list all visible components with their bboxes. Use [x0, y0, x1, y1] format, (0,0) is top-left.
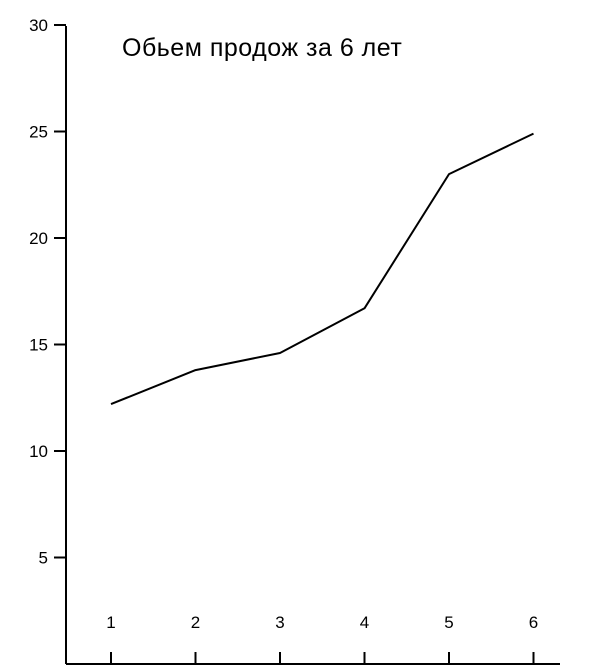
y-tick-label: 25: [29, 123, 48, 142]
y-tick-label: 30: [29, 16, 48, 35]
x-tick-label: 5: [444, 613, 453, 632]
x-axis-ticks: 1 2 3 4 5 6: [106, 613, 538, 664]
x-tick-label: 1: [106, 613, 115, 632]
y-tick-label: 10: [29, 442, 48, 461]
y-axis-ticks: 5 10 15 20 25 30: [29, 16, 66, 568]
y-tick-label: 5: [39, 549, 48, 568]
y-tick-label: 20: [29, 229, 48, 248]
series-group: [110, 132, 534, 406]
y-tick-label: 15: [29, 336, 48, 355]
x-tick-label: 4: [360, 613, 369, 632]
x-tick-label: 6: [529, 613, 538, 632]
x-tick-label: 2: [191, 613, 200, 632]
series-line: [110, 132, 534, 406]
chart-title: Обьем продож за 6 лет: [122, 34, 402, 62]
x-tick-label: 3: [275, 613, 284, 632]
